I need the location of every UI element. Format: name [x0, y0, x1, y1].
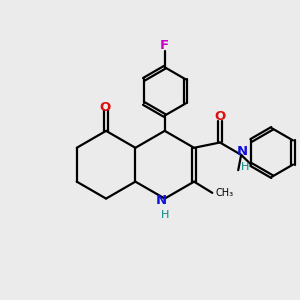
Text: N: N: [156, 194, 167, 207]
Text: N: N: [237, 145, 248, 158]
Text: H: H: [160, 210, 169, 220]
Text: F: F: [160, 39, 169, 52]
Text: H: H: [241, 162, 249, 172]
Text: O: O: [100, 101, 111, 114]
Text: CH₃: CH₃: [216, 188, 234, 198]
Text: O: O: [214, 110, 226, 123]
